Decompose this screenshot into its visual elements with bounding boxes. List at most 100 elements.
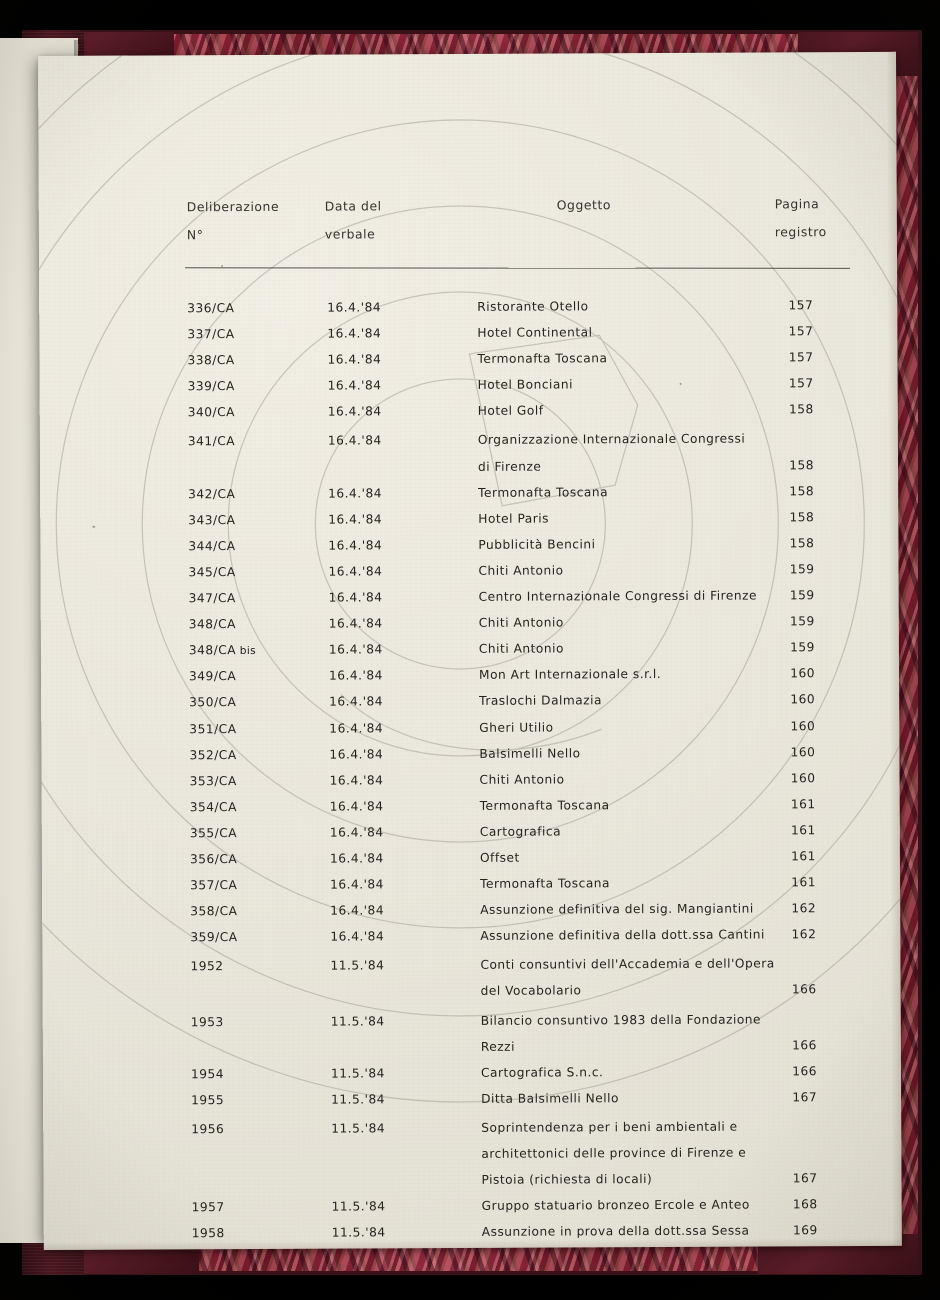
cell-pagina-registro: 162 [791, 927, 817, 942]
cell-oggetto: Termonafta Toscana [480, 869, 800, 897]
cell-pagina-registro: 160 [790, 770, 816, 786]
oggetto-line: Pistoia (richiesta di locali) [481, 1172, 653, 1187]
cell-data-verbale: 16.4.'84 [328, 642, 383, 657]
cell-oggetto: Chiti Antonio [479, 635, 799, 663]
oggetto-line: Ditta Balsimelli Nello [481, 1090, 620, 1106]
cell-oggetto: Ditta Balsimelli Nello [481, 1084, 801, 1112]
oggetto-line: Offset [479, 850, 520, 865]
cell-data-verbale: 11.5.'84 [331, 1092, 386, 1107]
cell-data-verbale: 11.5.'84 [330, 1066, 385, 1081]
table-row: 359/CA 16.4.'84 Assunzione definitiva dell… [190, 921, 862, 950]
cell-data-verbale: 16.4.'84 [327, 378, 382, 393]
table-row: 339/CA 16.4.'84 Hotel Bonciani 157 [188, 370, 860, 399]
cell-deliberazione-numero: 1952 [190, 959, 224, 974]
cell-pagina-registro: 160 [790, 692, 816, 707]
oggetto-line: Assunzione definitiva della dott.ssa Can… [480, 927, 765, 944]
oggetto-line: di Firenze [477, 459, 542, 474]
cell-deliberazione-numero: 336/CA [187, 301, 235, 316]
paper-fleck [92, 525, 96, 528]
numero-suffix: bis [236, 645, 256, 658]
cell-data-verbale: 16.4.'84 [328, 668, 383, 683]
cell-deliberazione-numero: 354/CA [189, 799, 237, 815]
cell-deliberazione-numero: 338/CA [187, 353, 235, 368]
cell-data-verbale: 11.5.'84 [330, 958, 385, 973]
cell-data-verbale: 16.4.'84 [329, 799, 384, 814]
cell-deliberazione-numero: 341/CA [187, 434, 236, 449]
oggetto-line: del Vocabolario [480, 983, 582, 999]
table-row: 1956 11.5.'84 Soprintendenza per i beni am… [191, 1113, 863, 1195]
cell-pagina-registro: 161 [790, 796, 816, 812]
cell-deliberazione-numero: 1955 [191, 1092, 225, 1108]
table-row: 338/CA 16.4.'84 Termonafta Toscana 157 [187, 344, 859, 373]
cell-deliberazione-numero: 349/CA [189, 669, 237, 684]
table-row: 348/CA 16.4.'84 Chiti Antonio 159 [189, 608, 861, 637]
cell-pagina-registro: 167 [792, 1171, 818, 1186]
cell-oggetto: Termonafta Toscana [478, 478, 798, 506]
cell-data-verbale: 16.4.'84 [327, 433, 382, 449]
cell-pagina-registro: 158 [789, 509, 815, 525]
cell-oggetto: Balsimelli Nello [479, 739, 799, 767]
header-divider-rule [185, 267, 851, 269]
oggetto-line: architettonici delle province di Firenze… [481, 1145, 747, 1161]
paper-fleck [221, 265, 224, 268]
cell-pagina-registro: 158 [789, 483, 815, 498]
table-row: 355/CA 16.4.'84 Cartografica 161 [190, 817, 862, 846]
table-row: 353/CA 16.4.'84 Chiti Antonio 160 [189, 765, 861, 794]
cell-deliberazione-numero: 356/CA [189, 852, 238, 867]
oggetto-line: Hotel Continental [477, 325, 593, 340]
cell-data-verbale: 16.4.'84 [328, 616, 383, 631]
cell-deliberazione-numero: 1953 [190, 1014, 224, 1029]
cell-oggetto: Chiti Antonio [479, 765, 799, 793]
cell-data-verbale: 16.4.'84 [329, 825, 384, 840]
cell-pagina-registro: 158 [789, 457, 815, 472]
oggetto-line: Termonafta Toscana [480, 876, 611, 891]
cell-data-verbale: 11.5.'84 [331, 1199, 386, 1214]
paper-fleck [679, 382, 682, 385]
cell-pagina-registro: 157 [788, 350, 814, 365]
cell-oggetto: Organizzazione Internazionale Congressi d… [478, 426, 798, 480]
cell-oggetto: Offset [480, 843, 800, 871]
cell-oggetto: Assunzione definitiva della dott.ssa Can… [480, 922, 800, 950]
cell-data-verbale: 11.5.'84 [330, 1013, 385, 1029]
header-verbale: verbale [324, 226, 376, 242]
table-row: 344/CA 16.4.'84 Pubblicità Bencini 158 [188, 530, 860, 559]
cell-deliberazione-numero: 359/CA [190, 930, 238, 945]
cell-oggetto: Hotel Golf [478, 397, 798, 425]
oggetto-line: Hotel Bonciani [477, 377, 574, 393]
cell-deliberazione-numero: 347/CA [188, 591, 236, 606]
table-row: 1954 11.5.'84 Cartografica S.n.c. 166 [191, 1058, 863, 1087]
table-row: 350/CA 16.4.'84 Traslochi Dalmazia 160 [189, 686, 861, 715]
cell-data-verbale: 16.4.'84 [330, 929, 385, 944]
table-row: 343/CA 16.4.'84 Hotel Paris 158 [188, 504, 860, 533]
cell-oggetto: Hotel Bonciani [478, 371, 798, 399]
cell-data-verbale: 16.4.'84 [328, 538, 383, 553]
cell-deliberazione-numero: 1956 [191, 1122, 225, 1137]
cell-oggetto: Cartografica S.n.c. [481, 1058, 801, 1086]
table-row: 348/CA bis 16.4.'84 Chiti Antonio 159 [189, 634, 861, 663]
cell-oggetto: Hotel Continental [477, 318, 797, 346]
cell-pagina-registro: 160 [790, 744, 816, 759]
oggetto-line: Soprintendenza per i beni ambientali e [481, 1119, 738, 1135]
cell-pagina-registro: 161 [791, 849, 816, 864]
cell-deliberazione-numero: 342/CA [188, 486, 236, 501]
oggetto-line: Chiti Antonio [478, 615, 564, 630]
oggetto-line: Assunzione definitiva del sig. Mangianti… [480, 901, 754, 918]
cell-pagina-registro: 162 [791, 901, 817, 916]
header-deliberazione: Deliberazione [186, 198, 280, 215]
oggetto-line: Termonafta Toscana [477, 351, 608, 367]
oggetto-line: Chiti Antonio [478, 563, 564, 578]
cell-data-verbale: 16.4.'84 [329, 851, 384, 866]
table-row: 357/CA 16.4.'84 Termonafta Toscana 161 [190, 869, 862, 898]
cell-data-verbale: 16.4.'84 [330, 877, 384, 892]
cell-oggetto: Soprintendenza per i beni ambientali e ar… [481, 1113, 801, 1193]
cell-deliberazione-numero: 353/CA [189, 773, 237, 788]
header-numero: N° [186, 227, 204, 243]
cell-pagina-registro: 159 [789, 588, 815, 603]
cell-data-verbale: 16.4.'84 [327, 300, 382, 315]
cell-data-verbale: 16.4.'84 [328, 590, 383, 605]
cell-deliberazione-numero: 355/CA [189, 825, 238, 841]
oggetto-line: Cartografica S.n.c. [480, 1064, 604, 1080]
cell-oggetto: Centro Internazionale Congressi di Firen… [479, 582, 799, 610]
oggetto-line: Balsimelli Nello [479, 745, 581, 761]
